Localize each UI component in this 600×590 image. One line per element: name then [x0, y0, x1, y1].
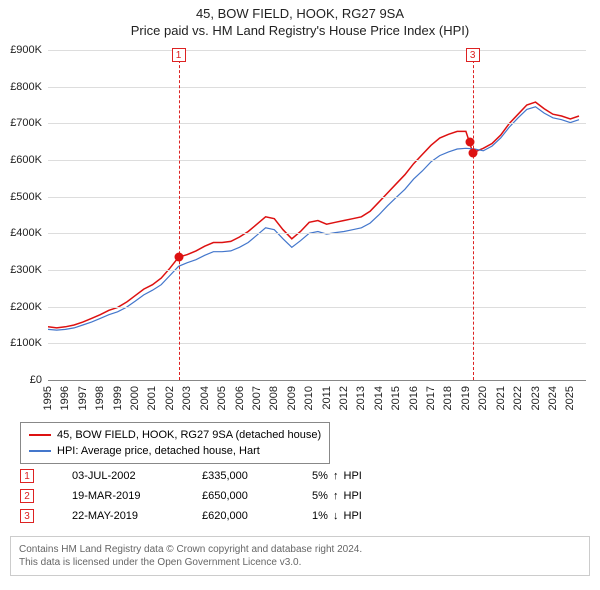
transaction-date: 03-JUL-2002: [72, 470, 202, 482]
x-axis-label: 2013: [355, 386, 367, 410]
chart-area: £0£100K£200K£300K£400K£500K£600K£700K£80…: [48, 50, 586, 380]
plot-surface: £0£100K£200K£300K£400K£500K£600K£700K£80…: [48, 50, 586, 380]
transaction-date: 19-MAR-2019: [72, 490, 202, 502]
x-axis-label: 2021: [495, 386, 507, 410]
transaction-number: 3: [20, 509, 34, 523]
line-series-svg: [48, 50, 586, 380]
x-axis-label: 1998: [94, 386, 106, 410]
gridline: [48, 87, 586, 88]
gridline: [48, 307, 586, 308]
footer-line: Contains HM Land Registry data © Crown c…: [19, 543, 581, 556]
transaction-hpi-delta: 1% ↓ HPI: [312, 510, 432, 522]
transaction-price: £335,000: [202, 470, 312, 482]
x-axis-label: 2011: [321, 386, 333, 410]
x-axis-label: 2006: [234, 386, 246, 410]
x-axis-label: 2019: [460, 386, 472, 410]
x-axis-label: 2025: [564, 386, 576, 410]
legend-row: HPI: Average price, detached house, Hart: [29, 443, 321, 459]
y-axis-label: £800K: [10, 81, 42, 93]
gridline: [48, 270, 586, 271]
y-axis-label: £700K: [10, 117, 42, 129]
gridline: [48, 343, 586, 344]
x-axis-label: 2007: [251, 386, 263, 410]
arrow-up-icon: ↑: [333, 470, 339, 482]
x-axis-label: 2022: [512, 386, 524, 410]
event-dot: [465, 137, 474, 146]
x-axis-label: 2012: [338, 386, 350, 410]
transaction-row: 3 22-MAY-2019£620,0001% ↓ HPI: [20, 506, 432, 526]
gridline: [48, 380, 586, 381]
x-axis-label: 1997: [77, 386, 89, 410]
legend-label: 45, BOW FIELD, HOOK, RG27 9SA (detached …: [57, 429, 321, 441]
x-axis-label: 2017: [425, 386, 437, 410]
y-axis-label: £100K: [10, 337, 42, 349]
transaction-number: 1: [20, 469, 34, 483]
x-axis-label: 2014: [373, 386, 385, 410]
event-dot: [468, 148, 477, 157]
x-axis-label: 2002: [164, 386, 176, 410]
chart-container: 45, BOW FIELD, HOOK, RG27 9SA Price paid…: [0, 0, 600, 590]
transactions-table: 1 03-JUL-2002£335,0005% ↑ HPI 2 19-MAR-2019…: [20, 466, 432, 526]
titles: 45, BOW FIELD, HOOK, RG27 9SA Price paid…: [0, 0, 600, 38]
transaction-hpi-delta: 5% ↑ HPI: [312, 490, 432, 502]
arrow-up-icon: ↑: [333, 490, 339, 502]
x-axis-label: 2015: [390, 386, 402, 410]
legend: 45, BOW FIELD, HOOK, RG27 9SA (detached …: [20, 422, 330, 464]
footer-attribution: Contains HM Land Registry data © Crown c…: [10, 536, 590, 576]
footer-line: This data is licensed under the Open Gov…: [19, 556, 581, 569]
y-axis-label: £400K: [10, 227, 42, 239]
transaction-row: 2 19-MAR-2019£650,0005% ↑ HPI: [20, 486, 432, 506]
title-address: 45, BOW FIELD, HOOK, RG27 9SA: [0, 6, 600, 21]
event-dot: [174, 253, 183, 262]
gridline: [48, 50, 586, 51]
x-axis-label: 2023: [530, 386, 542, 410]
x-axis-label: 2003: [181, 386, 193, 410]
gridline: [48, 123, 586, 124]
x-axis-label: 2024: [547, 386, 559, 410]
x-axis-label: 2000: [129, 386, 141, 410]
x-axis-label: 1999: [112, 386, 124, 410]
x-axis-label: 1996: [59, 386, 71, 410]
transaction-price: £620,000: [202, 510, 312, 522]
gridline: [48, 233, 586, 234]
series-subject: [48, 102, 579, 328]
title-subtitle: Price paid vs. HM Land Registry's House …: [0, 23, 600, 38]
x-axis-label: 1995: [42, 386, 54, 410]
event-line: [473, 50, 474, 380]
x-axis-label: 2016: [408, 386, 420, 410]
x-axis-label: 2001: [146, 386, 158, 410]
x-axis-label: 2009: [286, 386, 298, 410]
x-axis-label: 2008: [268, 386, 280, 410]
y-axis-label: £900K: [10, 44, 42, 56]
legend-swatch: [29, 450, 51, 452]
legend-row: 45, BOW FIELD, HOOK, RG27 9SA (detached …: [29, 427, 321, 443]
gridline: [48, 160, 586, 161]
x-axis-label: 2010: [303, 386, 315, 410]
transaction-date: 22-MAY-2019: [72, 510, 202, 522]
transaction-number: 2: [20, 489, 34, 503]
arrow-down-icon: ↓: [333, 510, 339, 522]
event-line: [179, 50, 180, 380]
y-axis-label: £200K: [10, 301, 42, 313]
series-hpi: [48, 107, 579, 330]
transaction-row: 1 03-JUL-2002£335,0005% ↑ HPI: [20, 466, 432, 486]
x-axis-label: 2004: [199, 386, 211, 410]
y-axis-label: £0: [30, 374, 42, 386]
y-axis-label: £300K: [10, 264, 42, 276]
legend-swatch: [29, 434, 51, 436]
y-axis-label: £600K: [10, 154, 42, 166]
gridline: [48, 197, 586, 198]
y-axis-label: £500K: [10, 191, 42, 203]
event-marker-box: 3: [466, 48, 480, 62]
x-axis-label: 2020: [477, 386, 489, 410]
transaction-hpi-delta: 5% ↑ HPI: [312, 470, 432, 482]
x-axis-label: 2005: [216, 386, 228, 410]
legend-label: HPI: Average price, detached house, Hart: [57, 445, 260, 457]
transaction-price: £650,000: [202, 490, 312, 502]
x-axis-label: 2018: [442, 386, 454, 410]
event-marker-box: 1: [172, 48, 186, 62]
